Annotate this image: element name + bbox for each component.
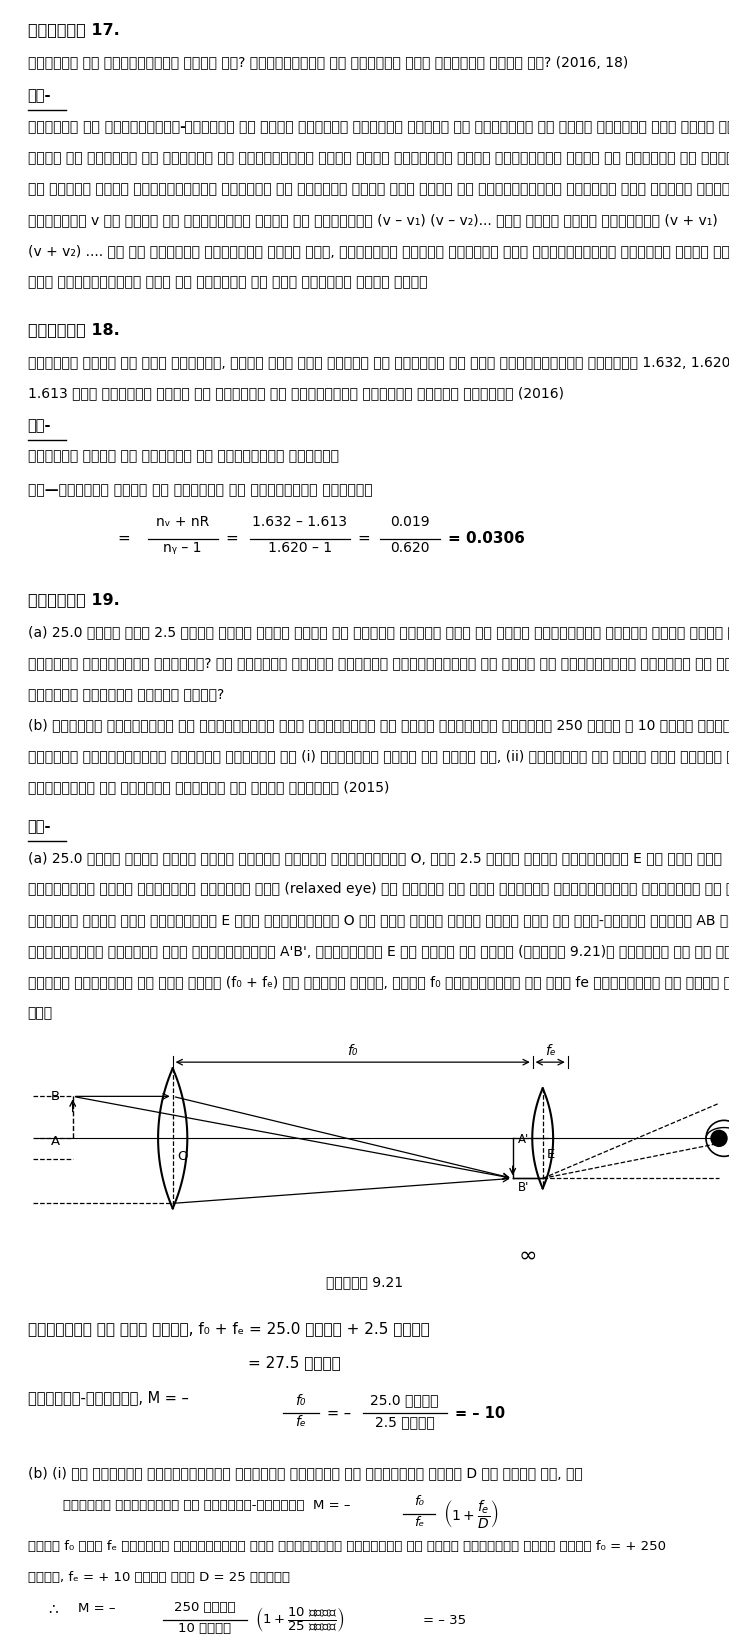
Text: प्रयुक्त किया जायेगा। श्रांत आँख (relaxed eye) से देखने के लिए अन्तिम प्रतिबिम्ब: प्रयुक्त किया जायेगा। श्रांत आँख (relaxe… <box>28 883 729 896</box>
Text: ∞: ∞ <box>518 1246 537 1265</box>
Text: 25.0 सेमी: 25.0 सेमी <box>370 1393 439 1408</box>
Text: अन्तिम प्रतिबिम्ब स्पष्ट दृष्टि की (i) न्यूनतम दूरी पर बनता है, (ii) अनन्तता पर : अन्तिम प्रतिबिम्ब स्पष्ट दृष्टि की (i) न… <box>28 749 729 764</box>
Text: fₑ: fₑ <box>413 1516 424 1529</box>
Text: है।: है। <box>28 1006 52 1020</box>
Circle shape <box>711 1130 727 1146</box>
Text: चाहिए। इसके लिए नेत्रिका E तथा अभिदृश्यक O के बीच दूरी इतनी रखते हैं कि दूर-स्थि: चाहिए। इसके लिए नेत्रिका E तथा अभिदृश्यक… <box>28 914 729 927</box>
Text: A: A <box>51 1135 60 1148</box>
Text: $\left(1 + \dfrac{f_e}{D}\right)$: $\left(1 + \dfrac{f_e}{D}\right)$ <box>443 1498 498 1530</box>
Text: $\left(1 + \dfrac{10\ सेमी}{25\ सेमी}\right)$: $\left(1 + \dfrac{10\ सेमी}{25\ सेमी}\ri… <box>254 1606 344 1633</box>
Text: सेमी, fₑ = + 10 सेमी तथा D = 25 सेमी।: सेमी, fₑ = + 10 सेमी तथा D = 25 सेमी। <box>28 1571 289 1584</box>
Text: प्रकार समायोजित करेंगे? एक स्वच्छ चित्र द्वारा प्रतिबिम्ब के बनने को प्रदर्शित क: प्रकार समायोजित करेंगे? एक स्वच्छ चित्र … <box>28 656 729 670</box>
Text: M = –: M = – <box>78 1602 115 1615</box>
Text: 250 सेमी: 250 सेमी <box>174 1601 235 1614</box>
Text: fₑ: fₑ <box>545 1045 555 1058</box>
Text: 0.620: 0.620 <box>390 541 429 554</box>
Text: fₑ: fₑ <box>295 1416 306 1429</box>
Text: ∴: ∴ <box>47 1601 58 1615</box>
Text: प्रश्न 17.: प्रश्न 17. <box>28 21 120 38</box>
Text: हल—फ्लिंट काँच के पदार्थ की विक्षेपण क्षमता: हल—फ्लिंट काँच के पदार्थ की विक्षेपण क्ष… <box>28 482 373 497</box>
Text: चित्र 9.21: चित्र 9.21 <box>326 1275 403 1288</box>
Text: हल-: हल- <box>28 88 51 103</box>
Text: 1.613 है। फ्लिंट काँच के पदार्थ की विक्षेपण क्षमता ज्ञात कीजिए। (2016): 1.613 है। फ्लिंट काँच के पदार्थ की विक्ष… <box>28 386 564 401</box>
Text: दोनों लेन्सों के बीच दूरी (f₀ + fₑ) के बराबर होगी, जहाँ f₀ अभिदृश्यक की तथा fe न: दोनों लेन्सों के बीच दूरी (f₀ + fₑ) के ब… <box>28 974 729 989</box>
Text: आवर्धन क्षमता कितनी होगी?: आवर्धन क्षमता कितनी होगी? <box>28 687 224 701</box>
Text: 2.5 सेमी: 2.5 सेमी <box>375 1416 434 1429</box>
Text: 1.632 – 1.613: 1.632 – 1.613 <box>252 515 347 530</box>
Text: 0.019: 0.019 <box>390 515 429 530</box>
Text: हल-: हल- <box>28 419 51 433</box>
Text: B: B <box>51 1091 60 1104</box>
Text: B': B' <box>518 1182 529 1194</box>
Text: O: O <box>178 1151 188 1164</box>
Text: जहाँ f₀ तथा fₑ क्रमशः अभिदृश्यक तथा नेत्रिका लेन्सों की फोकस दूरियाँ हैं। यहाँ f: जहाँ f₀ तथा fₑ क्रमशः अभिदृश्यक तथा नेत्… <box>28 1540 666 1553</box>
Text: प्रकाश का प्रकीर्णन-: प्रकाश का प्रकीर्णन- <box>28 119 186 134</box>
Text: फ्लिंट काँच के पदार्थ की विक्षेपण क्षमता: फ्लिंट काँच के पदार्थ की विक्षेपण क्षमता <box>28 450 339 464</box>
Text: E: E <box>547 1148 555 1161</box>
Text: (v + v₂) .... की भी रेखाएँ प्राप्त होती हैं, जिन्हें स्टोक रेखाएँ तथा प्रतिस्टोक: (v + v₂) .... की भी रेखाएँ प्राप्त होती … <box>28 244 729 258</box>
Text: f₀: f₀ <box>348 1045 358 1058</box>
Text: =: = <box>117 531 130 546</box>
Text: को डालकर उससे प्रकीर्णित प्रकाश का अध्ययन करते हुए देखा कि प्रकीर्णित प्रकाश में: को डालकर उससे प्रकीर्णित प्रकाश का अध्यय… <box>28 181 729 196</box>
Text: अभिदृश्यक द्वारा बना प्रतिबिम्ब A'B', नेत्रिका E के फोकस पर पड़े (चित्र 9.21)। स: अभिदृश्यक द्वारा बना प्रतिबिम्ब A'B', ने… <box>28 945 729 958</box>
Text: करने की क्रिया को प्रकाश का प्रकीर्णन कहते हैं। बेन्जीन जैसे कार्बनिक द्रव पर प्: करने की क्रिया को प्रकाश का प्रकीर्णन कह… <box>28 150 729 165</box>
Text: = 0.0306: = 0.0306 <box>448 531 525 546</box>
Text: 1.620 – 1: 1.620 – 1 <box>268 541 332 554</box>
Text: 10 सेमी: 10 सेमी <box>178 1622 231 1635</box>
Text: लेन्सों के बीच दूरी, f₀ + fₑ = 25.0 सेमी + 2.5 सेमी: लेन्सों के बीच दूरी, f₀ + fₑ = 25.0 सेमी… <box>28 1321 429 1337</box>
Text: =: = <box>358 531 370 546</box>
Text: nᵥ + nR: nᵥ + nR <box>156 515 209 530</box>
Text: = –: = – <box>327 1406 351 1421</box>
Text: खगोलीय दूरदर्शी की आवर्धन-क्षमता  M = –: खगोलीय दूरदर्शी की आवर्धन-क्षमता M = – <box>63 1499 350 1512</box>
Text: दूरदर्शक की आवर्धक क्षमता की गणना कीजिए। (2015): दूरदर्शक की आवर्धक क्षमता की गणना कीजिए।… <box>28 780 389 795</box>
Text: प्रकाश का प्रकीर्णन क्या है? प्रकीर्णन पर आधारित रमन प्रभाव क्या है? (2016, 18): प्रकाश का प्रकीर्णन क्या है? प्रकीर्णन प… <box>28 56 628 70</box>
Text: A': A' <box>518 1133 529 1146</box>
Text: फ्लिंट काँच के लिए बैंगनी, पीले तथा लाल रंगों के प्रकाश के लिए अपवर्तनांक क्रमशः: फ्लिंट काँच के लिए बैंगनी, पीले तथा लाल … <box>28 355 729 370</box>
Text: = 27.5 सेमी: = 27.5 सेमी <box>248 1355 340 1370</box>
Text: = – 35: = – 35 <box>423 1614 466 1627</box>
Text: रमन स्पेक्ट्रम तथा इस प्रभाव को रमन प्रभाव कहते हैं।: रमन स्पेक्ट्रम तथा इस प्रभाव को रमन प्रभ… <box>28 275 427 289</box>
Text: (a) 25.0 सेमी तथा 2.5 सेमी फोकस दूरी वाले दो उत्तल लेन्स दिए गए हैं। दूरदर्शी बन: (a) 25.0 सेमी तथा 2.5 सेमी फोकस दूरी वाल… <box>28 625 729 639</box>
Text: (a) 25.0 सेमी फोकस दूरी वाला उत्तल लेन्स अभिदृश्यक O, तथा 2.5 सेमी वाला नेत्रिका: (a) 25.0 सेमी फोकस दूरी वाला उत्तल लेन्स… <box>28 852 722 865</box>
Text: (b) (i) जब अन्तिम प्रतिबिम्ब स्पष्ट दृष्टि की न्यूनतम दूरी D पर बनता है, तब: (b) (i) जब अन्तिम प्रतिबिम्ब स्पष्ट दृष्… <box>28 1467 582 1480</box>
Text: nᵧ – 1: nᵧ – 1 <box>163 541 202 554</box>
Text: =: = <box>226 531 238 546</box>
Text: = – 10: = – 10 <box>455 1406 504 1421</box>
Text: प्रश्न 18.: प्रश्न 18. <box>28 322 120 337</box>
Text: प्रश्न 19.: प्रश्न 19. <box>28 592 120 607</box>
Text: माध्यम के कणों द्वारा प्रकाश ऊर्जा को अवशोषित कर अन्य दिशाओं में पुनः विकिरत: माध्यम के कणों द्वारा प्रकाश ऊर्जा को अव… <box>180 119 729 134</box>
Text: आवर्धन-क्षमता, M = –: आवर्धन-क्षमता, M = – <box>28 1390 189 1406</box>
Text: f₀: f₀ <box>295 1393 306 1408</box>
Text: f₀: f₀ <box>413 1496 424 1509</box>
Text: हल-: हल- <box>28 819 51 834</box>
Text: आवृत्ति v की रेखा के अतिरिक्त उससे कम आवृत्ति (v – v₁) (v – v₂)... तथा उससे अधिक: आवृत्ति v की रेखा के अतिरिक्त उससे कम आव… <box>28 213 717 227</box>
Text: (b) खगोलीय दूरदर्शक के अभिदृश्यक तथा नेत्रिका की फोकस दूरियाँ क्रमशः 250 सेमी व : (b) खगोलीय दूरदर्शक के अभिदृश्यक तथा नेत… <box>28 718 729 732</box>
